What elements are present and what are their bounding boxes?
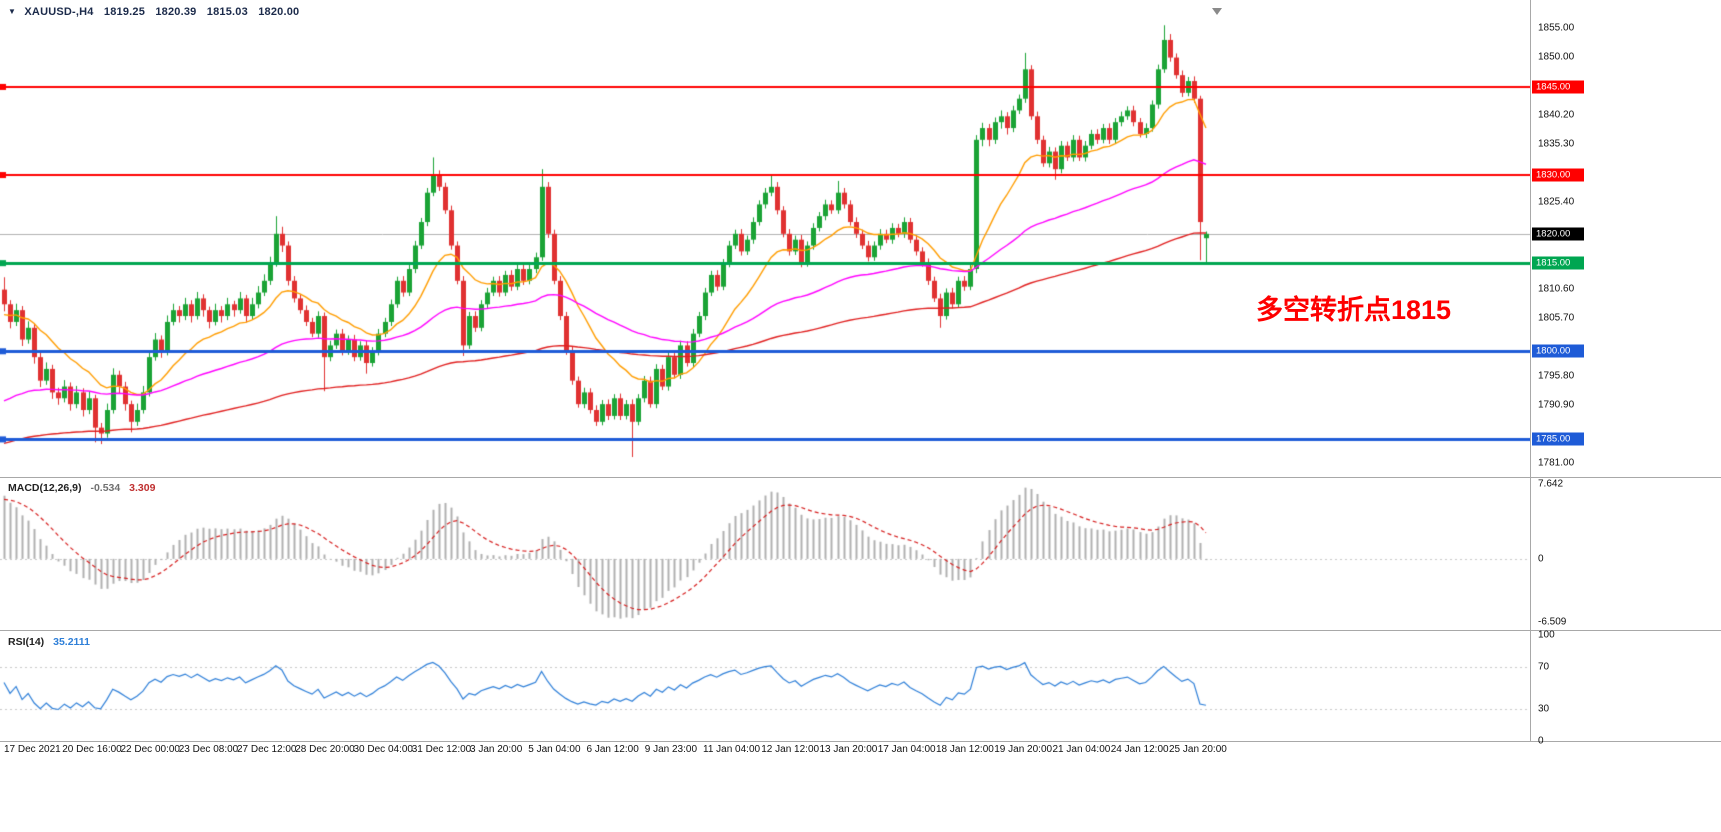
macd-name: MACD(12,26,9) bbox=[8, 482, 82, 494]
time-axis-label: 31 Dec 12:00 bbox=[411, 744, 472, 755]
symbol-dropdown-icon[interactable]: ▼ bbox=[8, 7, 17, 16]
rsi-scale-label: 30 bbox=[1538, 703, 1550, 715]
price-chart-canvas[interactable] bbox=[0, 0, 1530, 477]
time-axis-label: 28 Dec 20:00 bbox=[295, 744, 355, 755]
rsi-scale-label: 0 bbox=[1538, 735, 1544, 747]
time-axis-label: 17 Jan 04:00 bbox=[877, 744, 936, 755]
rsi-canvas[interactable] bbox=[0, 631, 1530, 741]
macd-scale-label: 0 bbox=[1538, 553, 1544, 565]
price-scale-label: 1805.70 bbox=[1538, 312, 1575, 324]
time-axis-label: 6 Jan 12:00 bbox=[586, 744, 639, 755]
price-scale-label: 1855.00 bbox=[1538, 22, 1575, 34]
price-scale-badge: 1820.00 bbox=[1532, 227, 1584, 241]
time-axis-label: 11 Jan 04:00 bbox=[703, 744, 761, 755]
time-axis-label: 17 Dec 2021 bbox=[4, 744, 61, 755]
chart-shift-marker-icon[interactable] bbox=[1212, 8, 1222, 15]
price-scale-badge: 1815.00 bbox=[1532, 256, 1584, 270]
open-value: 1819.25 bbox=[103, 6, 146, 18]
price-scale-label: 1790.90 bbox=[1538, 399, 1575, 411]
time-axis-label: 5 Jan 04:00 bbox=[528, 744, 581, 755]
high-value: 1820.39 bbox=[155, 6, 197, 18]
time-axis-label: 21 Jan 04:00 bbox=[1052, 744, 1111, 755]
time-axis-label: 25 Jan 20:00 bbox=[1169, 744, 1227, 755]
time-axis-label: 23 Dec 08:00 bbox=[178, 744, 239, 755]
rsi-indicator-label: RSI(14) 35.2111 bbox=[8, 636, 90, 648]
price-scale[interactable]: 1855.00 1850.00 1840.20 1835.30 1825.40 1810.… bbox=[1530, 0, 1721, 746]
time-axis[interactable]: 17 Dec 2021 20 Dec 16:00 22 Dec 00:00 23 De… bbox=[0, 742, 1721, 762]
price-scale-badge: 1800.00 bbox=[1532, 344, 1584, 358]
chart-annotation: 多空转折点1815 bbox=[1256, 295, 1452, 325]
macd-main-value: -0.534 bbox=[90, 482, 121, 494]
time-axis-label: 9 Jan 23:00 bbox=[644, 744, 698, 755]
symbol-period-label: XAUUSD-,H4 bbox=[24, 6, 94, 18]
time-axis-label: 24 Jan 12:00 bbox=[1110, 744, 1169, 755]
macd-indicator-label: MACD(12,26,9) -0.534 3.309 bbox=[8, 482, 155, 494]
chart-ohlc-header: ▼ XAUUSD-,H4 1819.25 1820.39 1815.03 182… bbox=[8, 6, 306, 18]
macd-signal-value: 3.309 bbox=[129, 482, 156, 494]
panel-separator bbox=[0, 741, 1721, 742]
rsi-name: RSI(14) bbox=[8, 636, 45, 648]
time-axis-label: 3 Jan 20:00 bbox=[470, 744, 523, 755]
price-scale-label: 1825.40 bbox=[1538, 196, 1575, 208]
price-scale-badge: 1830.00 bbox=[1532, 168, 1584, 182]
macd-scale-label: -6.509 bbox=[1538, 616, 1567, 628]
price-scale-badge: 1785.00 bbox=[1532, 432, 1584, 446]
price-scale-label: 1781.00 bbox=[1538, 457, 1575, 469]
time-axis-label: 27 Dec 12:00 bbox=[237, 744, 297, 755]
time-axis-label: 22 Dec 00:00 bbox=[120, 744, 181, 755]
price-scale-label: 1840.20 bbox=[1538, 109, 1575, 121]
time-axis-label: 12 Jan 12:00 bbox=[761, 744, 820, 755]
rsi-value: 35.2111 bbox=[53, 636, 90, 648]
time-axis-label: 30 Dec 04:00 bbox=[353, 744, 414, 755]
time-axis-label: 19 Jan 20:00 bbox=[994, 744, 1053, 755]
time-axis-label: 18 Jan 12:00 bbox=[936, 744, 994, 755]
price-scale-badge: 1845.00 bbox=[1532, 80, 1584, 94]
price-scale-label: 1810.60 bbox=[1538, 283, 1575, 295]
time-axis-label: 13 Jan 20:00 bbox=[819, 744, 878, 755]
rsi-scale-label: 70 bbox=[1538, 661, 1550, 673]
macd-scale-label: 7.642 bbox=[1538, 478, 1564, 490]
time-axis-label: 20 Dec 16:00 bbox=[62, 744, 122, 755]
close-value: 1820.00 bbox=[258, 6, 300, 18]
panel-separator[interactable] bbox=[0, 477, 1721, 478]
rsi-scale-label: 100 bbox=[1538, 629, 1555, 641]
panel-separator[interactable] bbox=[0, 630, 1721, 631]
low-value: 1815.03 bbox=[206, 6, 248, 18]
macd-canvas[interactable] bbox=[0, 478, 1530, 629]
price-scale-label: 1850.00 bbox=[1538, 51, 1575, 63]
price-scale-label: 1795.80 bbox=[1538, 370, 1575, 382]
price-scale-label: 1835.30 bbox=[1538, 138, 1575, 150]
